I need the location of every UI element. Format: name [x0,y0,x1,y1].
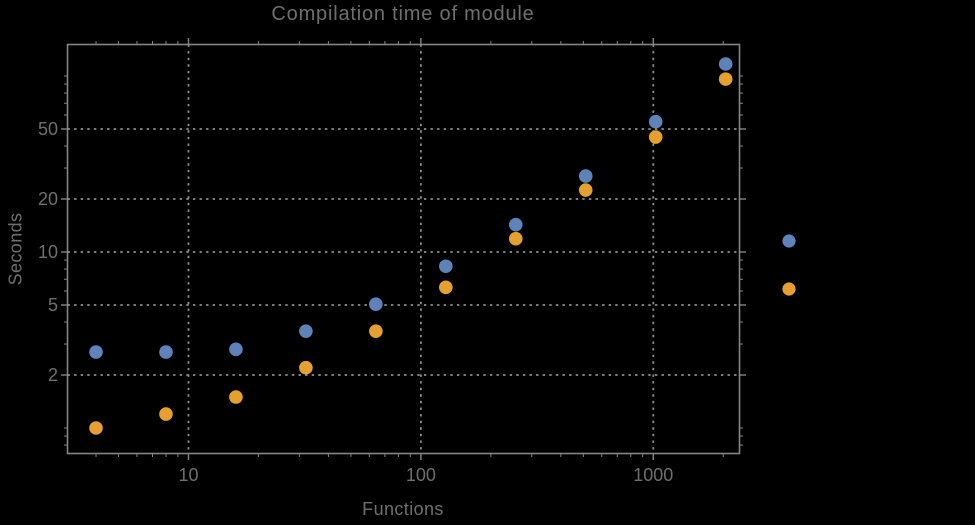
x-tick-label-10: 10 [178,465,198,485]
data-point-series-2-x2048 [718,72,733,86]
x-axis-label: Functions [362,499,444,519]
y-tick-label-2: 2 [48,365,58,385]
data-point-series-1-x2048 [718,57,733,71]
data-point-series-2-x128 [439,280,453,295]
data-point-series-1-x32 [299,324,313,338]
data-point-series-1-x4 [89,345,103,359]
data-point-series-2-x32 [299,360,313,375]
legend-marker-series-1 [782,234,796,248]
data-point-series-1-x8 [159,345,173,359]
x-tick-label-1000: 1000 [633,465,673,485]
y-tick-label-5: 5 [48,295,58,315]
data-point-series-2-x64 [369,324,383,338]
data-point-series-2-x1024 [648,130,663,144]
data-point-series-1-x256 [508,217,523,232]
plot-frame [66,43,741,455]
y-tick-label-50: 50 [38,119,58,139]
data-point-series-1-x128 [439,259,453,274]
chart-title: Compilation time of module [271,3,535,25]
data-point-series-2-x512 [578,183,593,197]
data-point-series-2-x4 [89,421,103,435]
data-point-series-2-x8 [159,407,173,421]
legend-marker-series-2 [782,282,796,296]
data-point-series-1-x64 [369,297,383,312]
data-point-series-1-x1024 [648,114,663,129]
data-point-series-1-x16 [229,342,243,357]
data-point-series-1-x512 [578,169,593,183]
y-tick-label-20: 20 [38,189,58,209]
data-point-series-2-x256 [508,231,523,246]
data-point-series-2-x16 [229,390,243,404]
x-tick-label-100: 100 [406,465,436,485]
y-tick-label-10: 10 [38,242,58,262]
